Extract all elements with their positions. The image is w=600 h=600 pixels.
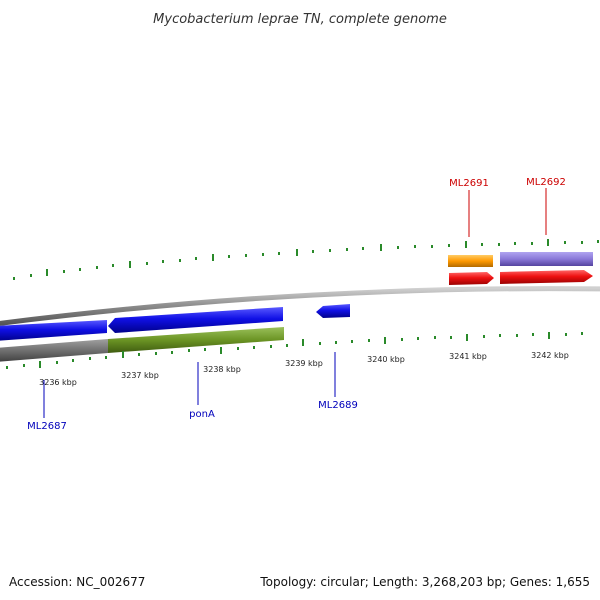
feature-orange <box>448 255 493 267</box>
gene-label-ponA[interactable]: ponA <box>189 409 215 420</box>
tick-label-3236: 3236 kbp <box>39 378 77 387</box>
feature-green <box>108 327 284 353</box>
leader-lines <box>43 188 547 418</box>
gene-ponA[interactable] <box>108 307 283 333</box>
genome-summary-text: Topology: circular; Length: 3,268,203 bp… <box>259 575 590 589</box>
genome-backbone <box>0 286 600 326</box>
tick-label-3240: 3240 kbp <box>367 355 405 364</box>
gene-label-ML2687[interactable]: ML2687 <box>27 421 67 432</box>
accession-text: Accession: NC_002677 <box>9 575 145 589</box>
reverse-genes <box>0 304 350 341</box>
inner-ticks <box>6 332 583 369</box>
tick-label-3238: 3238 kbp <box>203 365 241 374</box>
gene-ML2689[interactable] <box>316 304 350 318</box>
reverse-features <box>0 327 284 362</box>
forward-features <box>448 252 593 285</box>
tick-label-3239: 3239 kbp <box>285 359 323 368</box>
gene-label-ML2689[interactable]: ML2689 <box>318 400 358 411</box>
tick-label-3237: 3237 kbp <box>121 371 159 380</box>
outer-ticks <box>13 239 599 280</box>
gene-label-ML2691[interactable]: ML2691 <box>449 178 489 189</box>
gene-ML2691[interactable] <box>449 272 494 285</box>
gene-labels: ML2687 ponA ML2689 ML2691 ML2692 <box>27 177 566 432</box>
tick-label-3242: 3242 kbp <box>531 351 569 360</box>
gene-label-ML2692[interactable]: ML2692 <box>526 177 566 188</box>
feature-grey <box>0 339 108 362</box>
gene-ML2692[interactable] <box>500 270 593 284</box>
gene-ML2687[interactable] <box>0 320 107 341</box>
scale-labels: 3236 kbp 3237 kbp 3238 kbp 3239 kbp 3240… <box>39 351 569 387</box>
feature-purple <box>500 252 593 266</box>
map-title: Mycobacterium leprae TN, complete genome <box>153 12 447 27</box>
tick-label-3241: 3241 kbp <box>449 352 487 361</box>
